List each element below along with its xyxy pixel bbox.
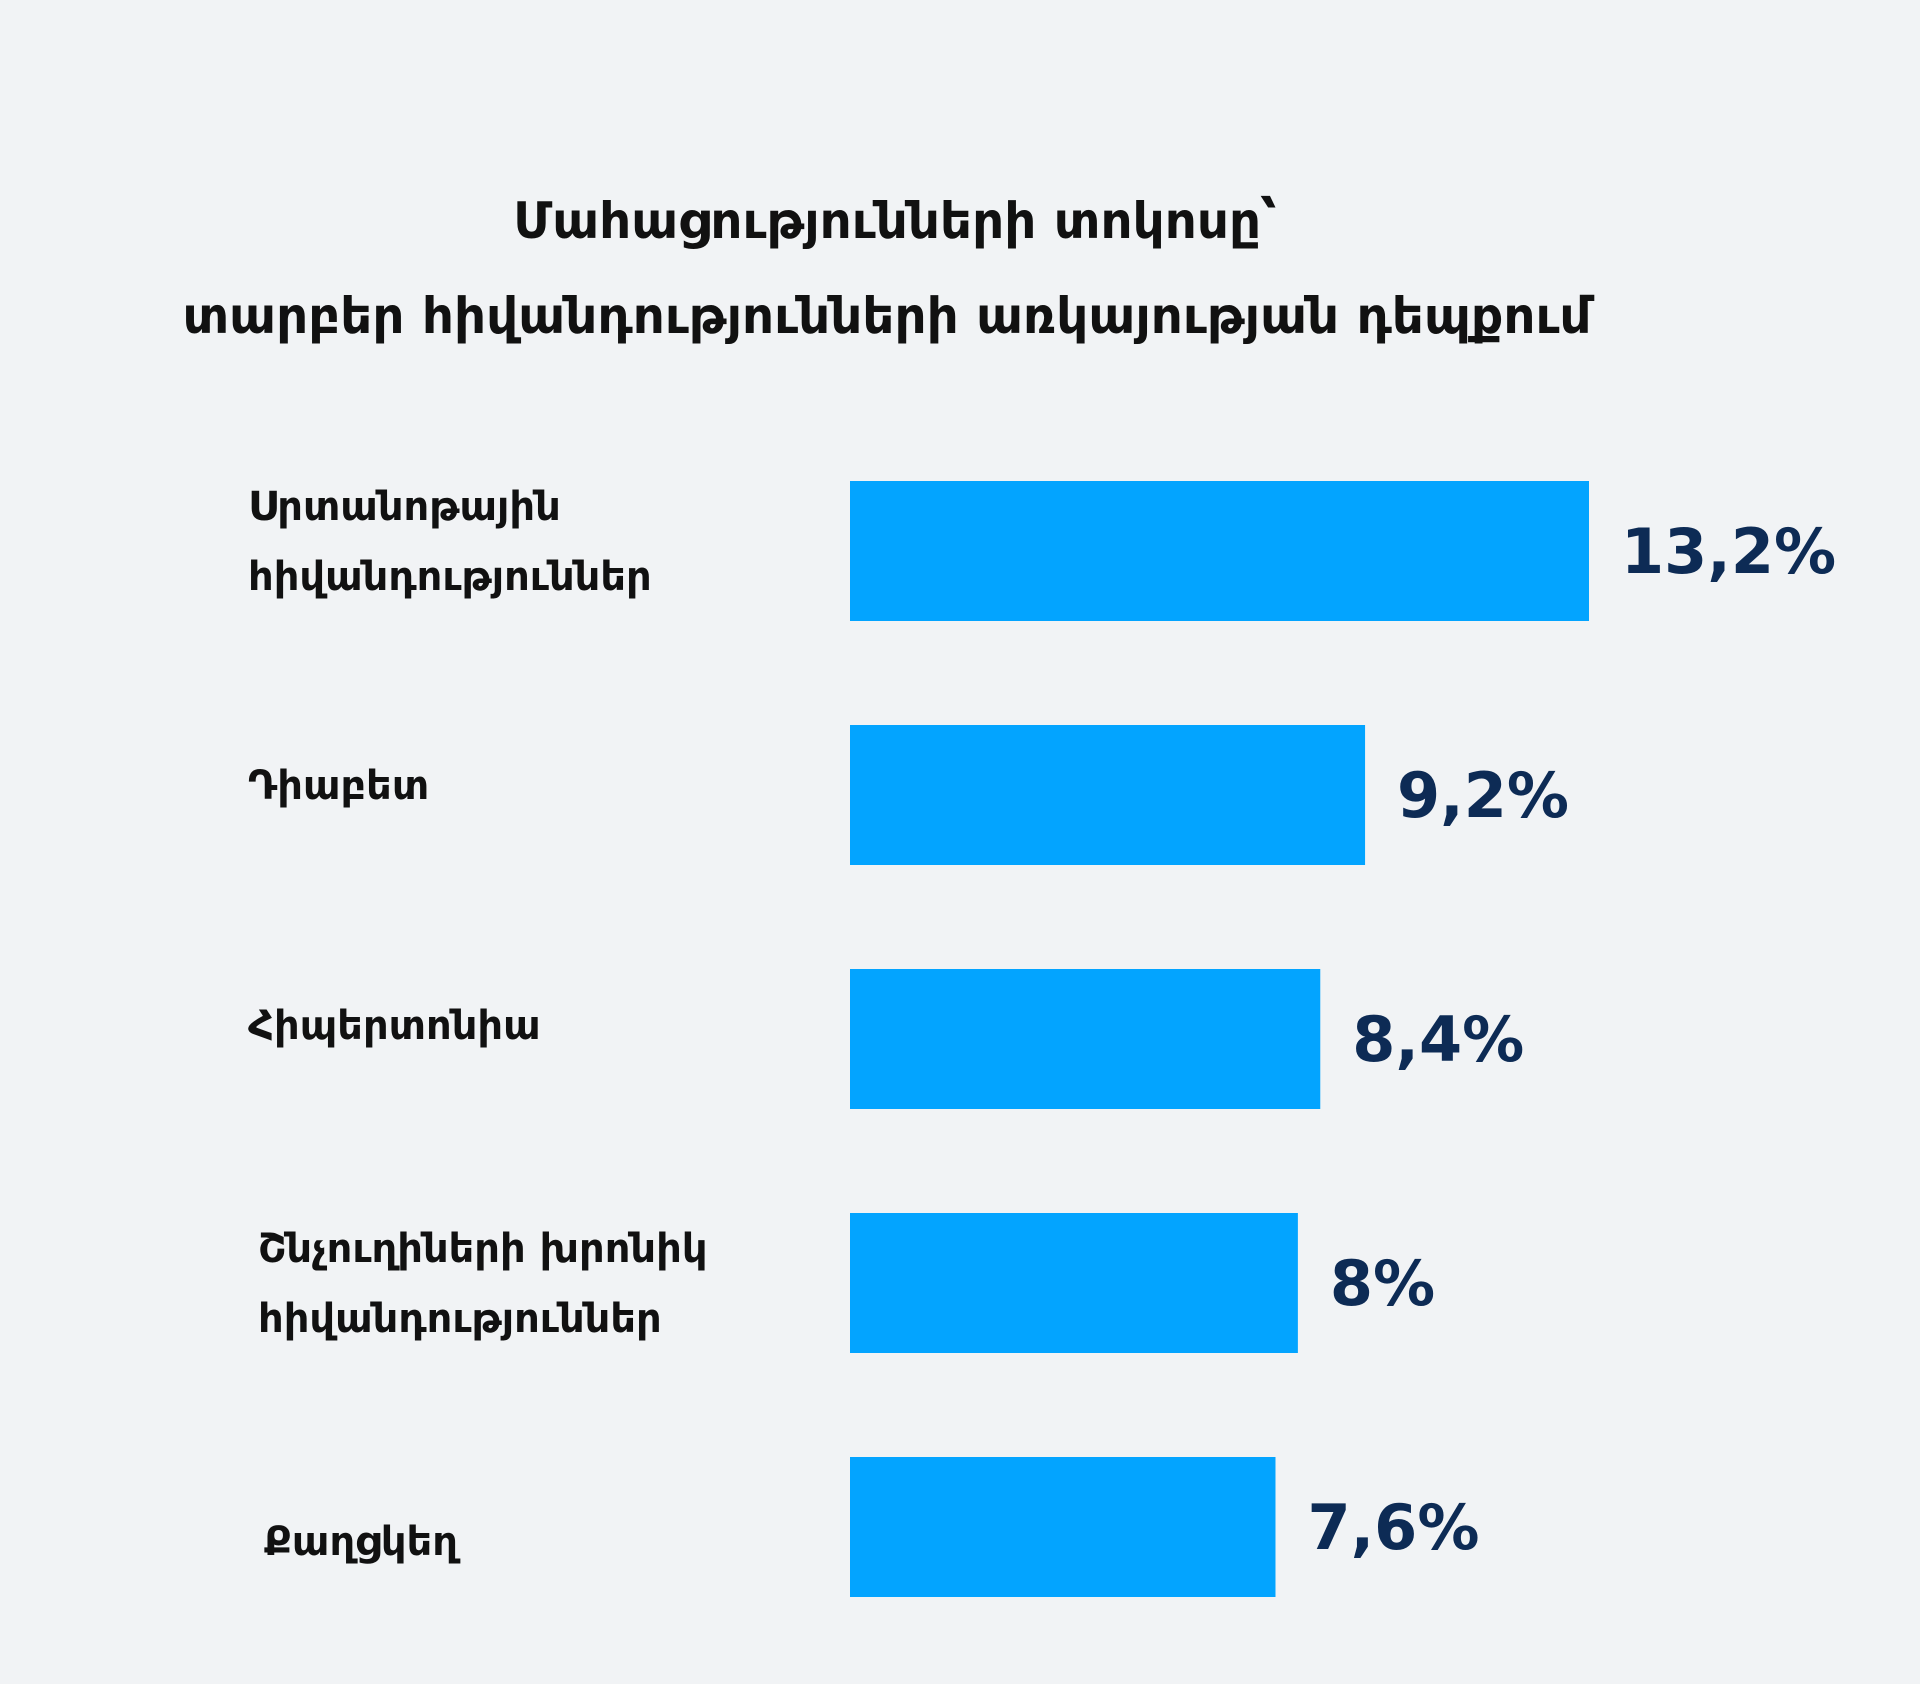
category-label-3-line-1: Հիպերտոնիա (248, 1003, 541, 1049)
bar-5 (850, 1457, 1276, 1597)
category-label-4-line-2: հիվանդություններ (258, 1296, 662, 1342)
value-label-1: 13,2% (1621, 515, 1836, 588)
category-label-2-line-1: Դիաբետ (248, 763, 429, 809)
category-label-4-line-1: Շնչուղիների խրոնիկ (258, 1226, 708, 1272)
value-label-5: 7,6% (1307, 1491, 1479, 1564)
value-label-4: 8% (1330, 1247, 1435, 1320)
value-label-3: 8,4% (1352, 1003, 1524, 1076)
bars (850, 481, 1589, 1597)
bar-4 (850, 1213, 1298, 1353)
category-labels: Սրտանոթային հիվանդություններ Դիաբետ Հիպերտո… (248, 484, 708, 1565)
value-labels: 13,2% 9,2% 8,4% 8% 7,6% (1307, 515, 1836, 1564)
chart-title-line-2: տարբեր հիվանդությունների առկայության դեպ… (182, 287, 1594, 345)
chart-title-line-1: Մահացությունների տոկոսը՝ (513, 192, 1276, 250)
category-label-1-line-1: Սրտանոթային (248, 484, 561, 530)
category-label-5-line-1: Քաղցկեղ (264, 1519, 461, 1565)
bar-2 (850, 725, 1366, 865)
bar-3 (850, 969, 1321, 1109)
value-label-2: 9,2% (1397, 759, 1569, 832)
category-label-1-line-2: հիվանդություններ (248, 554, 652, 600)
bar-1 (850, 481, 1589, 621)
chart-title: Մահացությունների տոկոսը՝ տարբեր հիվանդու… (182, 192, 1594, 345)
